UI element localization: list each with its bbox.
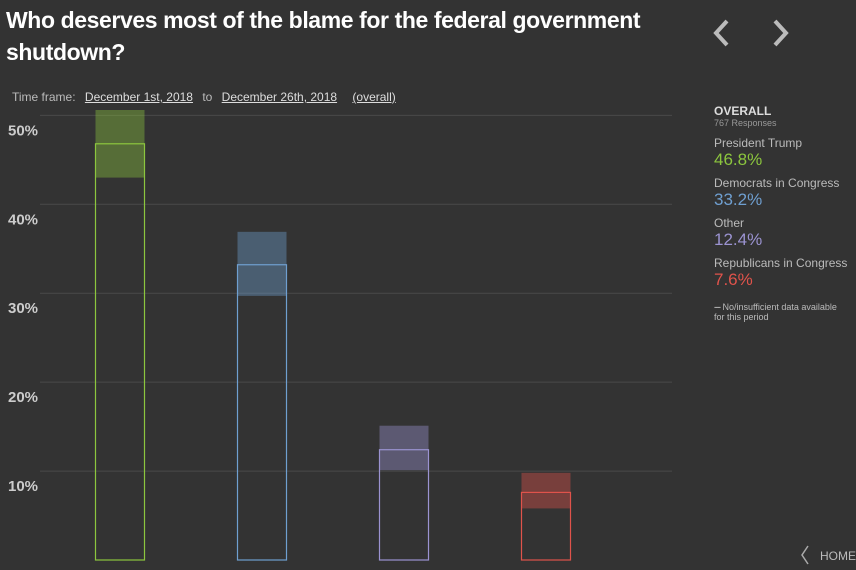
legend-title: OVERALL <box>714 104 772 118</box>
legend: OVERALL 767 Responses President Trump 46.… <box>714 104 849 322</box>
time-frame-label: Time frame: <box>12 90 76 104</box>
legend-value: 7.6% <box>714 270 753 289</box>
bar <box>378 449 430 561</box>
legend-name: President Trump <box>714 136 803 150</box>
chart-title: Who deserves most of the blame for the f… <box>6 7 641 65</box>
overall-link[interactable]: (overall) <box>352 90 396 104</box>
separator: to <box>202 90 213 104</box>
end-date[interactable]: December 26th, 2018 <box>221 90 338 104</box>
bar <box>94 143 146 561</box>
y-tick-label: 50% <box>8 122 38 139</box>
start-date[interactable]: December 1st, 2018 <box>84 90 193 104</box>
interval-band <box>521 472 571 509</box>
prev-arrow[interactable] <box>713 19 729 47</box>
legend-name: Other <box>714 216 745 230</box>
legend-name: Democrats in Congress <box>714 176 840 190</box>
next-arrow[interactable] <box>773 19 789 47</box>
y-tick-label: 20% <box>8 389 38 406</box>
legend-note-box: --- No/insufficient data available for t… <box>714 302 849 322</box>
home-arrow[interactable] <box>801 545 809 565</box>
legend-value: 12.4% <box>714 230 763 249</box>
legend-value: 46.8% <box>714 150 763 169</box>
home-link[interactable]: HOME <box>820 549 856 563</box>
y-tick-label: 10% <box>8 478 38 495</box>
y-tick-label: 30% <box>8 300 38 317</box>
interval-band <box>237 231 287 296</box>
dash-icon: --- <box>714 302 721 312</box>
time-frame: Time frame: December 1st, 2018 to Decemb… <box>12 90 402 104</box>
bar <box>236 264 288 561</box>
legend-subtitle: 767 Responses <box>714 118 777 128</box>
bar <box>520 491 572 561</box>
legend-items: President Trump 46.8% Democrats in Congres… <box>714 136 849 290</box>
y-tick-label: 40% <box>8 211 38 228</box>
legend-note: No/insufficient data available for this … <box>714 302 837 322</box>
legend-name: Republicans in Congress <box>714 256 848 270</box>
legend-value: 33.2% <box>714 190 763 209</box>
interval-band <box>379 425 429 471</box>
